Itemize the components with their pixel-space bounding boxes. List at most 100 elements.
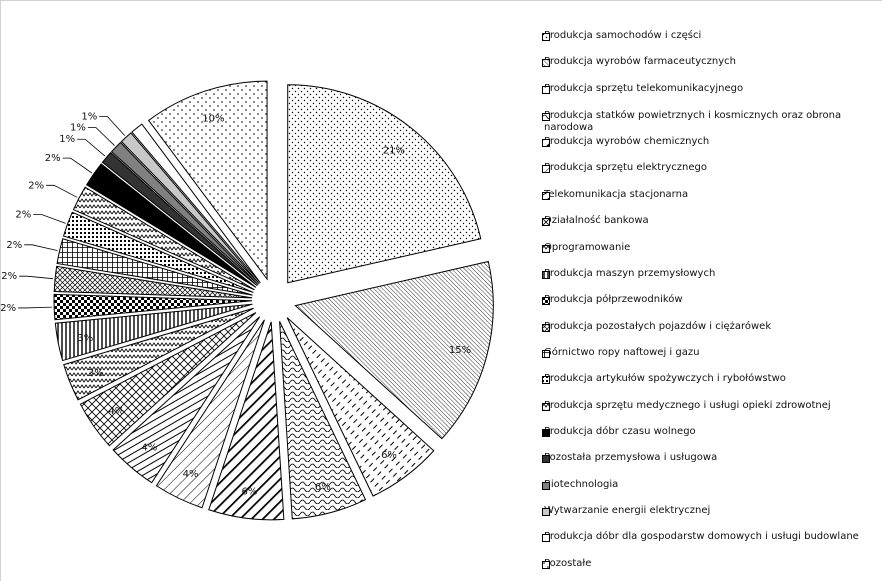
legend-label: Biotechnologia (544, 479, 619, 490)
pie-slice-pozostale (147, 80, 268, 281)
legend-item-produkcja-sprzetu-medycznego-i-uslugi-op: Produkcja sprzętu medycznego i usługi op… (542, 400, 874, 412)
leader-line (18, 306, 53, 309)
leader-line (99, 116, 126, 136)
legend-item-produkcja-samochodow-i-czesci: Produkcja samochodów i części (542, 30, 874, 42)
legend-item-produkcja-statkow-powietrznych-i-kosmicz: Produkcja statków powietrznych i kosmicz… (542, 110, 874, 134)
legend-item-dzialalnosc-bankowa: Działalność bankowa (542, 215, 874, 227)
leader-line (46, 184, 78, 198)
legend-label: Produkcja statków powietrznych i kosmicz… (544, 110, 842, 133)
pie-slice-produkcja-statkow-powietrznych-i-kosmicz (279, 321, 367, 520)
data-label: 15% (449, 345, 471, 356)
data-label: 6% (381, 450, 397, 461)
legend-swatch (542, 376, 550, 384)
legend-item-pozostale: Pozostałe (542, 558, 874, 570)
legend-swatch (542, 59, 550, 67)
legend-swatch (542, 113, 550, 121)
legend-swatch (542, 245, 550, 253)
data-label: 1% (59, 134, 75, 145)
legend-item-gornictwo-ropy-naftowej-i-gazu: Górnictwo ropy naftowej i gazu (542, 347, 874, 359)
legend-label: Produkcja sprzętu medycznego i usługi op… (544, 400, 831, 411)
pie-slice-biotechnologia (110, 141, 259, 286)
legend-swatch (542, 350, 550, 358)
pie-slice-telekomunikacja-stacjonarna (112, 316, 261, 484)
data-label: 2% (28, 180, 44, 191)
legend-swatch (542, 165, 550, 173)
data-label: 2% (45, 153, 61, 164)
pie-slice-produkcja-sprzetu-medycznego-i-uslugi-op (72, 186, 255, 291)
pie-slice-produkcja-sprzetu-elektrycznego (155, 319, 265, 509)
legend-swatch (542, 482, 550, 490)
legend-swatch (542, 534, 550, 542)
data-label: 10% (202, 114, 224, 125)
leader-line (87, 127, 115, 146)
legend-item-produkcja-artykulow-spozywczych-i-rybolo: Produkcja artykułów spożywczych i rybołó… (542, 373, 874, 385)
data-label: 6% (315, 482, 331, 493)
legend-swatch (542, 86, 550, 94)
legend-swatch (542, 33, 550, 41)
pie-slice-produkcja-maszyn-przemyslowych (54, 303, 253, 362)
legend-item-produkcja-dobr-dla-gospodarstw-domowych-: Produkcja dóbr dla gospodarstw domowych … (542, 531, 874, 543)
legend-label: Telekomunikacja stacjonarna (544, 189, 689, 200)
legend-swatch (542, 297, 550, 305)
legend-label: Górnictwo ropy naftowej i gazu (544, 347, 700, 358)
leader-line (24, 244, 58, 251)
legend-swatch (542, 271, 550, 279)
legend-label: Produkcja dóbr czasu wolnego (544, 426, 696, 437)
data-label: 6% (241, 487, 257, 498)
legend-item-produkcja-maszyn-przemyslowych: Produkcja maszyn przemysłowych (542, 268, 874, 280)
data-labels: 21%15%6%6%6%4%4%4%3%3%2%2%2%2%2%2%1%1%1%… (0, 111, 471, 497)
legend-label: Produkcja samochodów i części (544, 30, 702, 41)
pie-slices (53, 80, 494, 521)
legend-swatch (542, 218, 550, 226)
legend-item-telekomunikacja-stacjonarna: Telekomunikacja stacjonarna (542, 189, 874, 201)
data-label: 4% (141, 442, 157, 453)
pie-slice-produkcja-dobr-dla-gospodarstw-domowych- (131, 123, 261, 284)
pie-slice-gornictwo-ropy-naftowej-i-gazu (56, 238, 253, 296)
pie-slice-oprogramowanie (63, 307, 254, 401)
pie-slice-produkcja-polprzewodnikow (53, 293, 253, 321)
pie-slice-produkcja-sprzetu-telekomunikacyjnego (286, 317, 435, 497)
legend-label: Produkcja dóbr dla gospodarstw domowych … (544, 531, 859, 542)
legend-label: Pozostałe (544, 558, 592, 569)
legend-item-oprogramowanie: Oprogramowanie (542, 242, 874, 254)
data-label: 2% (1, 271, 17, 282)
legend-item-wytwarzanie-energii-elektrycznej: Wytwarzanie energii elektrycznej (542, 505, 874, 517)
legend-item-produkcja-polprzewodnikow: Produkcja półprzewodników (542, 294, 874, 306)
pie-slice-produkcja-wyrobow-chemicznych (208, 321, 285, 521)
data-label: 4% (183, 469, 199, 480)
pie-slice-produkcja-samochodow-i-czesci (287, 84, 482, 284)
leader-lines (18, 116, 126, 309)
legend-swatch (542, 508, 550, 516)
legend-label: Produkcja wyrobów chemicznych (544, 136, 710, 147)
legend-swatch (542, 324, 550, 332)
data-label: 1% (70, 122, 86, 133)
pie-slice-produkcja-wyrobow-farmaceutycznych (294, 260, 494, 440)
data-label: 4% (108, 406, 124, 417)
legend-swatch (542, 192, 550, 200)
leader-line (77, 138, 106, 157)
pie-slice-wytwarzanie-energii-elektrycznej (120, 132, 260, 285)
legend-swatch (542, 403, 550, 411)
data-label: 2% (0, 303, 16, 314)
data-label: 3% (77, 333, 93, 344)
legend-swatch (542, 455, 550, 463)
legend-swatch (542, 139, 550, 147)
legend-item-produkcja-pozostalych-pojazdow-i-ciezaro: Produkcja pozostałych pojazdów i ciężaró… (542, 321, 874, 333)
pie-slice-pozostala-przemyslowa-i-uslugowa (101, 151, 258, 287)
legend-item-produkcja-sprzetu-telekomunikacyjnego: Produkcja sprzętu telekomunikacyjnego (542, 83, 874, 95)
leader-line (62, 157, 93, 174)
data-label: 3% (88, 368, 104, 379)
data-label: 21% (383, 146, 405, 157)
legend-label: Oprogramowanie (544, 242, 631, 253)
legend-swatch (542, 561, 550, 569)
data-label: 2% (6, 240, 22, 251)
legend-label: Wytwarzanie energii elektrycznej (544, 505, 711, 516)
legend-label: Produkcja wyrobów farmaceutycznych (544, 56, 736, 67)
pie-slice-dzialalnosc-bankowa (79, 312, 257, 447)
legend-label: Produkcja półprzewodników (544, 294, 683, 305)
leader-line (19, 275, 54, 280)
legend-item-pozostala-przemyslowa-i-uslugowa: Pozostała przemysłowa i usługowa (542, 452, 874, 464)
pie-slice-produkcja-artykulow-spozywczych-i-rybolo (62, 211, 254, 293)
data-label: 2% (15, 209, 31, 220)
